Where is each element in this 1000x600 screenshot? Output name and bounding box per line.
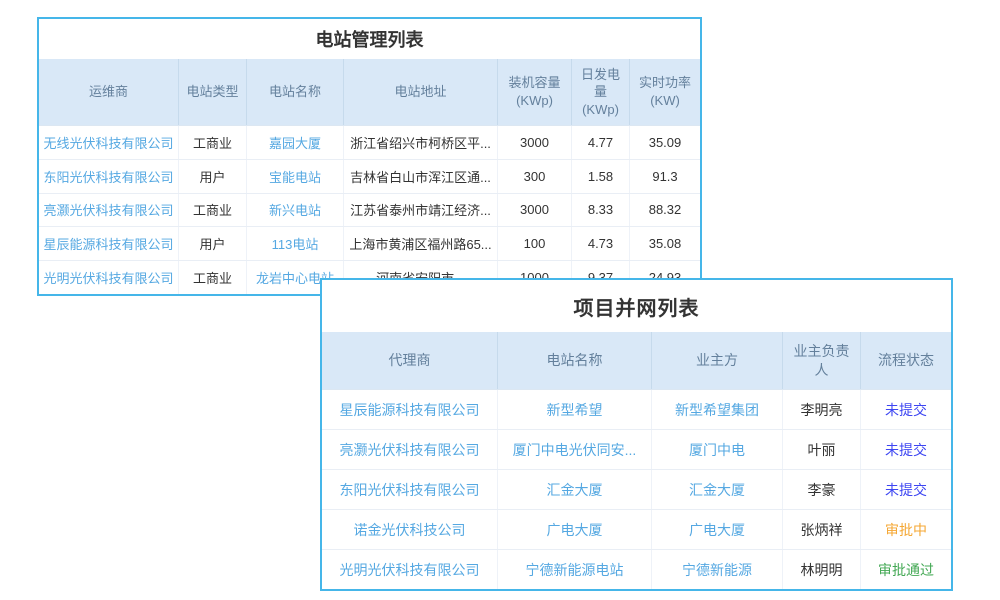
cell-owner[interactable]: 广电大厦 [652,510,783,549]
cell-owner-contact: 林明明 [783,550,861,589]
cell-station-type: 用户 [179,227,247,261]
col-header-operator: 运维商 [39,59,179,125]
station-table-body: 无线光伏科技有限公司 工商业 嘉园大厦 浙江省绍兴市柯桥区平... 3000 4… [39,126,700,294]
cell-station-name[interactable]: 新型希望 [498,390,652,429]
station-management-panel: 电站管理列表 运维商 电站类型 电站名称 电站地址 装机容量 (KWp) 日发电… [37,17,702,296]
cell-daily-generation: 4.73 [572,227,630,261]
cell-owner[interactable]: 新型希望集团 [652,390,783,429]
cell-operator[interactable]: 光明光伏科技有限公司 [39,261,179,294]
cell-station-name[interactable]: 113电站 [247,227,344,261]
table-row: 亮灏光伏科技有限公司 厦门中电光伏同安... 厦门中电 叶丽 未提交 [322,430,951,470]
col-header-realtime-power: 实时功率 (KW) [638,75,691,108]
cell-station-address: 吉林省白山市浑江区通... [344,159,498,193]
station-panel-title: 电站管理列表 [315,30,424,50]
col-header-owner: 业主方 [652,332,783,389]
cell-realtime-power: 35.08 [648,236,682,252]
cell-owner-contact: 李明亮 [783,390,861,429]
cell-owner-contact: 李豪 [783,470,861,509]
cell-operator[interactable]: 无线光伏科技有限公司 [39,126,179,159]
table-row: 星辰能源科技有限公司 用户 113电站 上海市黄浦区福州路65... 100 4… [39,227,700,262]
col-header-owner-contact: 业主负责人 [783,332,861,389]
cell-capacity: 3000 [498,193,572,227]
table-row: 无线光伏科技有限公司 工商业 嘉园大厦 浙江省绍兴市柯桥区平... 3000 4… [39,126,700,160]
cell-station-type: 工商业 [179,193,247,227]
cell-station-type: 用户 [179,159,247,193]
status-badge: 未提交 [885,441,927,458]
cell-agent[interactable]: 东阳光伏科技有限公司 [322,470,498,509]
cell-capacity: 300 [498,159,572,193]
table-row: 东阳光伏科技有限公司 汇金大厦 汇金大厦 李豪 未提交 [322,470,951,510]
station-table-header: 运维商 电站类型 电站名称 电站地址 装机容量 (KWp) 日发电量 (KWp)… [39,59,700,126]
col-header-agent: 代理商 [322,332,498,389]
cell-station-type: 工商业 [179,261,247,294]
status-badge: 未提交 [885,481,927,498]
cell-capacity: 3000 [498,126,572,159]
col-header-station-name: 电站名称 [498,332,652,389]
cell-owner[interactable]: 厦门中电 [652,430,783,469]
cell-owner-contact: 张炳祥 [783,510,861,549]
cell-daily-generation: 8.33 [572,193,630,227]
grid-table-body: 星辰能源科技有限公司 新型希望 新型希望集团 李明亮 未提交 亮灏光伏科技有限公… [322,390,951,589]
cell-realtime-power: 91.3 [652,168,678,184]
cell-station-name[interactable]: 嘉园大厦 [247,126,344,159]
cell-agent[interactable]: 亮灏光伏科技有限公司 [322,430,498,469]
col-header-capacity: 装机容量 (KWp) [498,59,572,125]
col-header-station-type: 电站类型 [179,59,247,125]
table-row: 光明光伏科技有限公司 宁德新能源电站 宁德新能源 林明明 审批通过 [322,550,951,589]
cell-realtime-power: 88.32 [648,202,682,218]
cell-realtime-power: 35.09 [648,134,682,150]
cell-owner[interactable]: 汇金大厦 [652,470,783,509]
cell-station-address: 江苏省泰州市靖江经济... [344,193,498,227]
cell-daily-generation: 4.77 [572,126,630,159]
col-header-daily-generation: 日发电量 (KWp) [572,59,630,125]
status-badge: 审批通过 [878,561,934,578]
cell-station-name[interactable]: 龙岩中心电站 [247,261,344,294]
cell-operator[interactable]: 星辰能源科技有限公司 [39,227,179,261]
cell-owner-contact: 叶丽 [783,430,861,469]
cell-station-name[interactable]: 厦门中电光伏同安... [498,430,652,469]
status-badge: 审批中 [885,521,927,538]
cell-agent[interactable]: 光明光伏科技有限公司 [322,550,498,589]
status-badge: 未提交 [885,401,927,418]
table-row: 诺金光伏科技公司 广电大厦 广电大厦 张炳祥 审批中 [322,510,951,550]
cell-owner[interactable]: 宁德新能源 [652,550,783,589]
cell-station-name[interactable]: 宝能电站 [247,159,344,193]
cell-agent[interactable]: 诺金光伏科技公司 [322,510,498,549]
table-row: 星辰能源科技有限公司 新型希望 新型希望集团 李明亮 未提交 [322,390,951,430]
col-header-station-address: 电站地址 [344,59,498,125]
table-row: 亮灏光伏科技有限公司 工商业 新兴电站 江苏省泰州市靖江经济... 3000 8… [39,193,700,228]
cell-station-name[interactable]: 宁德新能源电站 [498,550,652,589]
cell-operator[interactable]: 亮灏光伏科技有限公司 [39,193,179,227]
table-row: 东阳光伏科技有限公司 用户 宝能电站 吉林省白山市浑江区通... 300 1.5… [39,159,700,194]
grid-panel-title: 项目并网列表 [573,297,700,320]
cell-station-address: 上海市黄浦区福州路65... [344,227,498,261]
cell-station-name[interactable]: 广电大厦 [498,510,652,549]
cell-station-name[interactable]: 汇金大厦 [498,470,652,509]
cell-station-name[interactable]: 新兴电站 [247,193,344,227]
col-header-station-name: 电站名称 [247,59,344,125]
cell-daily-generation: 1.58 [572,159,630,193]
cell-operator[interactable]: 东阳光伏科技有限公司 [39,159,179,193]
cell-capacity: 100 [498,227,572,261]
cell-station-type: 工商业 [179,126,247,159]
cell-station-address: 浙江省绍兴市柯桥区平... [344,126,498,159]
cell-agent[interactable]: 星辰能源科技有限公司 [322,390,498,429]
grid-connection-panel: 项目并网列表 代理商 电站名称 业主方 业主负责人 流程状态 星辰能源科技有限公… [320,278,953,591]
col-header-process-status: 流程状态 [878,352,934,369]
grid-table-header: 代理商 电站名称 业主方 业主负责人 流程状态 [322,332,951,390]
